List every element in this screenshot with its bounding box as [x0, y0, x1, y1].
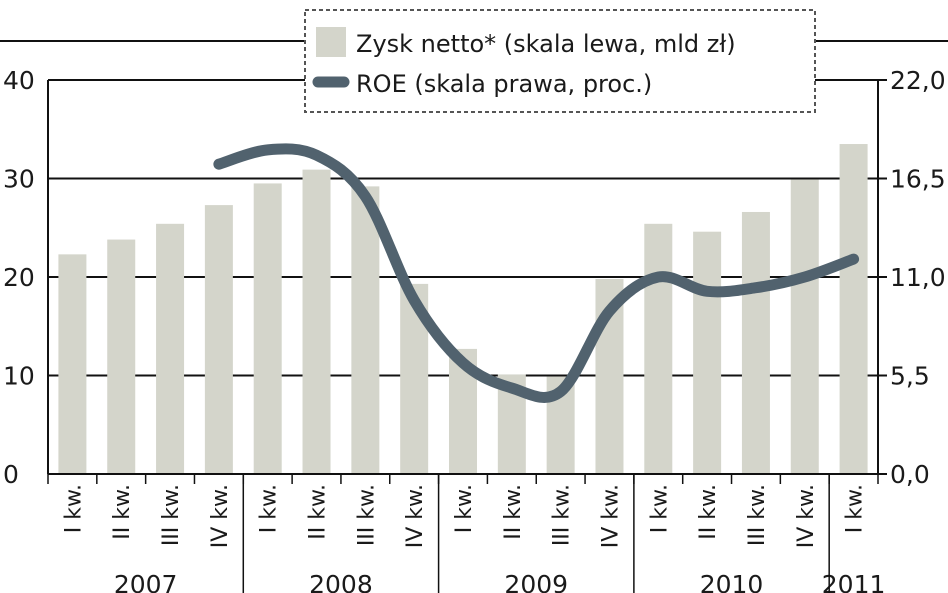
left-tick-label: 0	[3, 460, 19, 489]
bar	[839, 144, 868, 474]
right-tick-label: 0,0	[890, 460, 930, 489]
bar	[58, 254, 87, 474]
right-tick-label: 16,5	[890, 165, 946, 194]
year-label: 2007	[114, 570, 178, 593]
legend-bar-label: Zysk netto* (skala lewa, mld zł)	[356, 30, 736, 58]
legend-line-label: ROE (skala prawa, proc.)	[356, 70, 652, 98]
category-label: IV kw.	[794, 484, 819, 548]
bar	[156, 223, 185, 474]
category-label: IV kw.	[208, 484, 233, 548]
category-label: I kw.	[647, 484, 672, 533]
category-label: II kw.	[110, 484, 135, 540]
year-label: 2010	[700, 570, 764, 593]
bar	[693, 231, 722, 474]
right-tick-label: 11,0	[890, 263, 946, 292]
legend-bar-swatch	[316, 27, 346, 57]
category-label: III kw.	[550, 484, 575, 546]
bar	[253, 183, 282, 475]
year-label: 2009	[504, 570, 568, 593]
category-label: IV kw.	[403, 484, 428, 548]
category-label: III kw.	[159, 484, 184, 546]
bar	[302, 169, 331, 474]
category-label: I kw.	[843, 484, 868, 533]
year-label: 2008	[309, 570, 373, 593]
bar-series	[58, 144, 868, 475]
right-axis-ticks: 0,0 5,5 11,0 16,5 22,0	[878, 66, 946, 489]
category-label: III kw.	[745, 484, 770, 546]
category-label: I kw.	[257, 484, 282, 533]
bar	[741, 211, 770, 475]
category-label: I kw.	[452, 484, 477, 533]
category-labels: I kw. II kw. III kw. IV kw. I kw. II kw. III k…	[61, 484, 867, 548]
bar	[644, 223, 673, 474]
year-labels: 2007 2008 2009 2010 2011	[114, 474, 886, 593]
category-label: III kw.	[354, 484, 379, 546]
left-tick-label: 40	[3, 66, 35, 95]
category-label: II kw.	[696, 484, 721, 540]
right-tick-label: 22,0	[890, 66, 946, 95]
roe-line	[213, 143, 860, 403]
bar	[351, 186, 380, 474]
year-label: 2011	[822, 570, 886, 593]
left-tick-label: 10	[3, 362, 35, 391]
bar	[204, 205, 233, 474]
axes	[47, 80, 879, 484]
right-tick-label: 5,5	[890, 362, 930, 391]
category-label: II kw.	[501, 484, 526, 540]
legend: Zysk netto* (skala lewa, mld zł) ROE (sk…	[304, 9, 816, 113]
bar	[790, 179, 819, 475]
category-label: II kw.	[306, 484, 331, 540]
left-tick-label: 20	[3, 263, 35, 292]
category-label: I kw.	[61, 484, 86, 533]
legend-box	[304, 9, 816, 113]
left-tick-label: 30	[3, 165, 35, 194]
left-axis-ticks: 0 10 20 30 40	[3, 66, 35, 489]
bar	[107, 239, 136, 474]
category-label: IV kw.	[598, 484, 623, 548]
